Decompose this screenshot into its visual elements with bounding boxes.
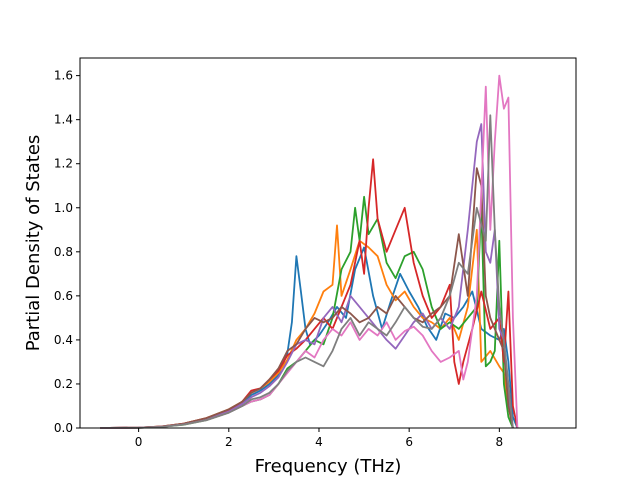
series-line-8 <box>100 114 514 429</box>
y-tick-label: 0.2 <box>54 377 73 391</box>
x-tick-label: 2 <box>225 435 233 449</box>
y-tick-label: 1.2 <box>54 157 73 171</box>
y-tick-label: 1.0 <box>54 201 73 215</box>
x-tick-label: 8 <box>496 435 504 449</box>
y-axis-label: Partial Density of States <box>23 135 44 352</box>
plot-frame <box>79 57 577 429</box>
x-axis-label: Frequency (THz) <box>255 456 402 477</box>
y-tick-label: 0.4 <box>54 333 73 347</box>
plot-series <box>100 74 519 429</box>
x-tick-label: 4 <box>315 435 323 449</box>
x-tick-label: 6 <box>405 435 413 449</box>
y-tick-label: 0.6 <box>54 289 73 303</box>
y-tick-label: 0.8 <box>54 245 73 259</box>
y-tick-label: 0.0 <box>54 421 73 435</box>
x-axis: 0 2 4 6 8 <box>135 428 503 449</box>
series-line-1 <box>100 246 519 429</box>
series-line-7 <box>100 74 519 429</box>
y-tick-label: 1.4 <box>54 113 73 127</box>
y-tick-label: 1.6 <box>54 69 73 83</box>
x-tick-label: 0 <box>135 435 143 449</box>
y-axis: 0.0 0.2 0.4 0.6 0.8 1.0 1.2 1.4 1.6 <box>54 69 80 435</box>
series-line-6 <box>100 167 514 429</box>
